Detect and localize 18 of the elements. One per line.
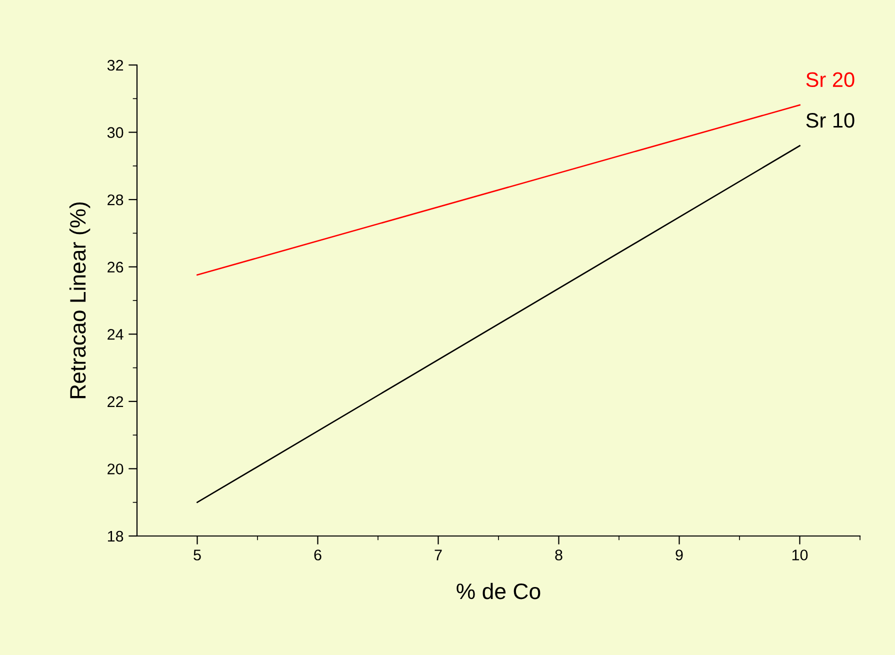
y-axis-title: Retracao Linear (%) bbox=[69, 202, 90, 398]
series-label: Sr 10 bbox=[806, 112, 854, 128]
y-tick-label: 30 bbox=[107, 127, 124, 138]
y-tick-label: 22 bbox=[108, 396, 124, 407]
y-tick-label: 26 bbox=[108, 262, 124, 273]
y-tick-label: 20 bbox=[108, 464, 124, 474]
y-tick-label: 32 bbox=[107, 60, 124, 71]
y-tick-label: 24 bbox=[108, 329, 124, 340]
x-tick-label: 9 bbox=[676, 550, 683, 560]
x-tick-label: 7 bbox=[434, 550, 442, 560]
series-label: Sr 20 bbox=[806, 72, 854, 88]
x-tick-label: 10 bbox=[792, 550, 808, 560]
y-tick-label: 18 bbox=[108, 530, 124, 542]
x-tick-label: 8 bbox=[555, 550, 562, 560]
x-axis-title: % de Co bbox=[456, 582, 540, 600]
y-tick-label: 28 bbox=[108, 194, 124, 206]
x-tick-label: 6 bbox=[314, 550, 322, 560]
x-tick-label: 5 bbox=[194, 550, 201, 560]
